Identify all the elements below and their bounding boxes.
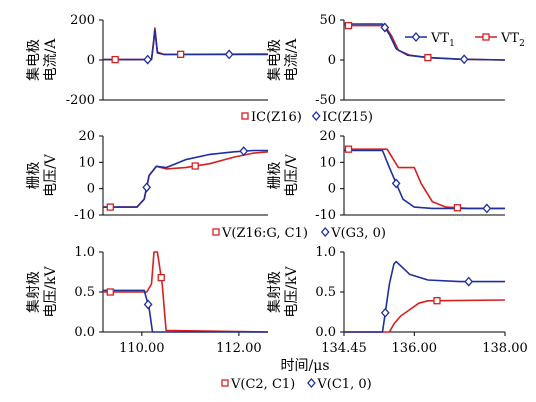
legend-marker-red: [482, 33, 490, 41]
y-tick-label: -200: [66, 93, 95, 108]
series-marker-red: [157, 273, 165, 282]
series-marker-red: [344, 145, 353, 153]
series-marker-red: [453, 204, 462, 212]
series-marker-red: [424, 53, 432, 62]
y-tick-label: 50: [319, 13, 336, 28]
legend-marker-blue: [320, 227, 330, 237]
y-tick-label: -50: [315, 93, 336, 108]
series-marker-red: [111, 55, 119, 64]
series-marker-blue: [464, 276, 474, 287]
series-marker-red: [106, 288, 114, 296]
legend-label: VT2: [500, 31, 525, 49]
panel-p2: [340, 19, 506, 101]
legend-label: IC(Z15): [322, 110, 373, 125]
y-axis-label: 集电极: [266, 39, 283, 81]
series-line-blue: [103, 149, 268, 208]
legend-label: IC(Z16): [251, 110, 302, 125]
series-marker-blue: [239, 146, 249, 157]
y-tick-label: 20: [78, 129, 95, 144]
y-axis-label: 电流/A: [43, 38, 59, 82]
y-axis-label: 集射极: [266, 271, 283, 313]
legend-label: VT1: [430, 31, 455, 49]
y-tick-label: 1.0: [315, 245, 336, 260]
series-marker-blue: [380, 22, 390, 33]
series-marker-blue: [142, 182, 152, 193]
legend-label: V(C1, 0): [316, 377, 371, 392]
legend-marker-red: [212, 228, 220, 236]
y-axis-label: 集射极: [25, 271, 42, 313]
series-marker-blue: [224, 49, 234, 60]
legend-marker-blue: [411, 32, 421, 42]
legend-marker-blue: [311, 111, 321, 121]
legend-marker-red: [221, 379, 229, 387]
y-axis-label: 栅极: [26, 162, 42, 190]
series-line-red: [103, 251, 269, 333]
series-marker-red: [106, 203, 114, 211]
y-tick-label: 0.5: [74, 285, 95, 300]
series-marker-red: [344, 21, 353, 30]
x-tick-label: 112.00: [216, 341, 262, 356]
series-marker-blue: [459, 54, 469, 65]
y-tick-label: 10: [319, 155, 336, 170]
y-tick-label: 10: [78, 155, 95, 170]
legend-label: V(Z16:G, C1): [221, 226, 308, 241]
y-tick-label: 0: [328, 182, 336, 197]
x-tick-label: 110.00: [119, 341, 165, 356]
y-tick-label: 0.0: [74, 325, 95, 340]
y-axis-label: 栅极: [267, 162, 283, 190]
panel-p1: [99, 19, 269, 101]
y-tick-label: 200: [70, 13, 95, 28]
series-line-red: [344, 148, 505, 210]
y-axis-label: 电压/V: [43, 153, 59, 197]
panel-p5: [99, 251, 269, 336]
legend-marker-blue: [307, 378, 316, 388]
y-tick-label: 0.5: [315, 285, 336, 300]
y-tick-label: 20: [319, 129, 336, 144]
legend-label: V(G3, 0): [330, 226, 386, 241]
panel-p6: [340, 251, 506, 336]
y-axis-label: 集电极: [25, 39, 42, 81]
y-axis-label: 电流/A: [284, 38, 300, 82]
series-line-blue: [344, 260, 505, 333]
x-tick-label: 136.00: [392, 341, 438, 356]
y-tick-label: 0: [87, 182, 95, 197]
series-marker-blue: [143, 54, 153, 65]
legend-label: V(C2, C1): [230, 377, 295, 392]
y-tick-label: 0: [328, 53, 336, 68]
x-tick-label: 138.00: [482, 341, 528, 356]
series-line-blue: [344, 149, 505, 210]
series-marker-red: [191, 162, 199, 170]
legend-marker-red: [241, 112, 249, 120]
series-line-blue: [103, 29, 268, 61]
y-axis-label: 电压/kV: [43, 265, 59, 317]
y-tick-label: 0: [87, 53, 95, 68]
y-tick-label: 1.0: [74, 245, 95, 260]
x-axis-title: 时间/μs: [281, 358, 330, 374]
y-tick-label: -10: [315, 208, 336, 223]
y-tick-label: -10: [74, 208, 95, 223]
y-tick-label: 0.0: [315, 325, 336, 340]
series-marker-red: [176, 50, 185, 58]
panel-p4: [340, 135, 505, 216]
series-marker-blue: [391, 178, 401, 189]
series-marker-blue: [482, 203, 492, 214]
series-line-blue: [103, 289, 268, 333]
series-line-red: [344, 299, 506, 333]
x-tick-label: 134.45: [321, 341, 367, 356]
y-axis-label: 电压/kV: [284, 265, 300, 317]
series-marker-blue: [380, 307, 390, 318]
series-marker-red: [433, 297, 441, 305]
y-axis-label: 电压/V: [284, 153, 300, 197]
series-marker-blue: [143, 299, 153, 310]
